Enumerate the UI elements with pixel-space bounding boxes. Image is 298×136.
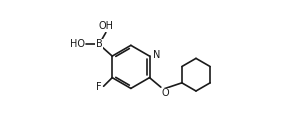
- Text: F: F: [96, 82, 102, 92]
- Text: B: B: [96, 39, 103, 49]
- Text: HO: HO: [70, 39, 85, 49]
- Text: N: N: [153, 50, 161, 60]
- Text: OH: OH: [99, 21, 114, 31]
- Text: O: O: [162, 88, 169, 98]
